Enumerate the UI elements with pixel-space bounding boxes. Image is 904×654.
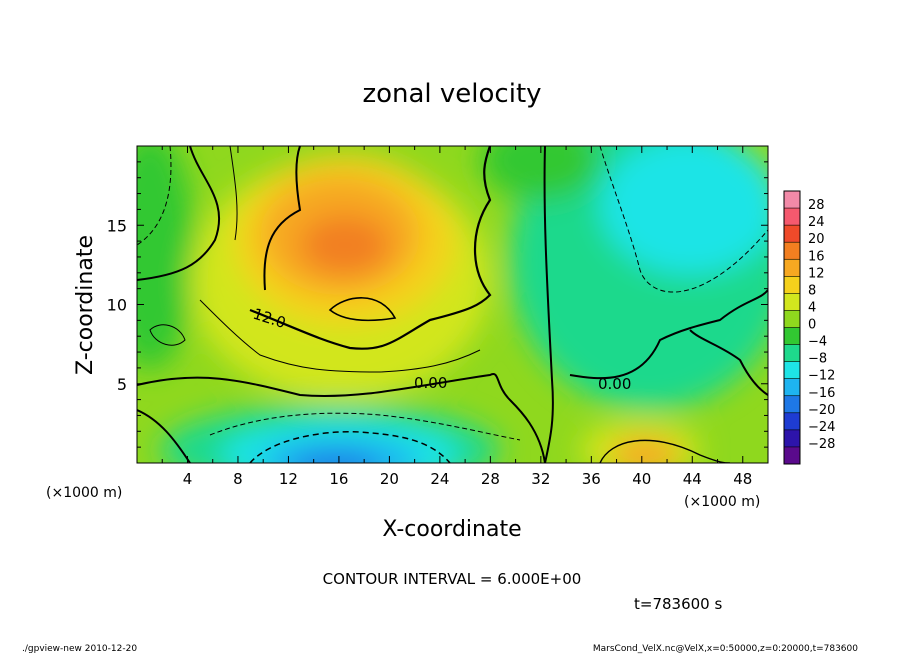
y-axis-title: Z-coordinate bbox=[73, 235, 98, 375]
colorbar-level-label: 0 bbox=[808, 318, 816, 333]
contour-label-0-left: 0.00 bbox=[414, 374, 447, 392]
footer-right: MarsCond_VelX.nc@VelX,x=0:50000,z=0:2000… bbox=[593, 644, 858, 654]
colorbar-swatch bbox=[784, 344, 800, 362]
low-blue bbox=[260, 437, 420, 463]
colorbar-level-label: −24 bbox=[808, 420, 835, 435]
colorbar-swatch bbox=[784, 276, 800, 294]
colorbar-level-label: −4 bbox=[808, 335, 827, 350]
colorbar-swatch bbox=[784, 395, 800, 414]
x-tick-label: 8 bbox=[233, 470, 243, 488]
colorbar-level-label: 12 bbox=[808, 266, 825, 281]
x-tick-label: 28 bbox=[481, 470, 500, 488]
colorbar-level-label: 24 bbox=[808, 215, 825, 230]
x-tick-label: 32 bbox=[531, 470, 550, 488]
x-unit-label-left: (×1000 m) bbox=[46, 485, 122, 501]
x-tick-label: 4 bbox=[183, 470, 193, 488]
x-tick-label: 40 bbox=[632, 470, 651, 488]
colorbar-swatch bbox=[784, 361, 800, 379]
colorbar-swatch bbox=[784, 225, 800, 243]
x-tick-label: 20 bbox=[380, 470, 399, 488]
right-low-orange bbox=[610, 437, 680, 463]
contour-label-0-right: 0.00 bbox=[598, 375, 631, 393]
contour-lines bbox=[137, 146, 768, 463]
colorbar-level-label: −12 bbox=[808, 369, 835, 384]
time-label: t=783600 s bbox=[634, 595, 722, 613]
colorbar-level-label: 28 bbox=[808, 198, 825, 213]
colorbar-swatch bbox=[784, 378, 800, 397]
top-green bbox=[480, 146, 600, 200]
jet-core bbox=[300, 215, 390, 275]
colorbar-swatch bbox=[784, 208, 800, 226]
y-tick-label: 10 bbox=[107, 296, 127, 315]
colorbar-swatch bbox=[784, 259, 800, 277]
colorbar-level-label: −28 bbox=[808, 437, 835, 452]
right-cyan bbox=[600, 146, 768, 275]
colorbar-swatch bbox=[784, 242, 800, 260]
colorbar-swatch bbox=[784, 446, 800, 465]
colorbar-swatch bbox=[784, 327, 800, 345]
colorbar-level-label: −8 bbox=[808, 352, 827, 367]
x-tick-label: 44 bbox=[683, 470, 702, 488]
colorbar-swatch bbox=[784, 429, 800, 448]
x-tick-label: 48 bbox=[733, 470, 752, 488]
colorbar-swatch bbox=[784, 310, 800, 328]
colorbar-level-label: 8 bbox=[808, 283, 816, 298]
y-tick-label: 15 bbox=[107, 216, 127, 235]
x-unit-label-right: (×1000 m) bbox=[684, 494, 760, 510]
y-tick-label: 5 bbox=[117, 375, 127, 394]
x-axis: 4 8 12 16 20 24 28 32 36 40 44 48 bbox=[161, 146, 752, 488]
colorbar-level-label: −16 bbox=[808, 386, 835, 401]
colorbar-swatch bbox=[784, 412, 800, 431]
x-tick-label: 24 bbox=[430, 470, 449, 488]
footer-left: ./gpview-new 2010-12-20 bbox=[22, 644, 137, 654]
x-tick-label: 12 bbox=[279, 470, 298, 488]
left-band bbox=[137, 146, 195, 370]
x-axis-title: X-coordinate bbox=[382, 517, 521, 542]
colorbar: 28 24 20 16 12 8 4 0 −4 −8 −12 −16 −20 −24 −28 bbox=[783, 190, 835, 465]
x-tick-label: 36 bbox=[582, 470, 601, 488]
colorbar-swatch bbox=[784, 191, 800, 209]
heatmap-field: 12.0 0.00 0.00 bbox=[137, 146, 768, 463]
x-tick-label: 16 bbox=[329, 470, 348, 488]
colorbar-swatch bbox=[784, 293, 800, 311]
contour-interval-text: CONTOUR INTERVAL = 6.000E+00 bbox=[323, 570, 582, 588]
colorbar-level-label: −20 bbox=[808, 403, 835, 418]
colorbar-level-label: 20 bbox=[808, 232, 825, 247]
colorbar-level-label: 4 bbox=[808, 300, 816, 315]
chart-title: zonal velocity bbox=[362, 79, 541, 109]
colorbar-level-label: 16 bbox=[808, 249, 825, 264]
y-axis: 5 10 15 bbox=[107, 161, 768, 448]
